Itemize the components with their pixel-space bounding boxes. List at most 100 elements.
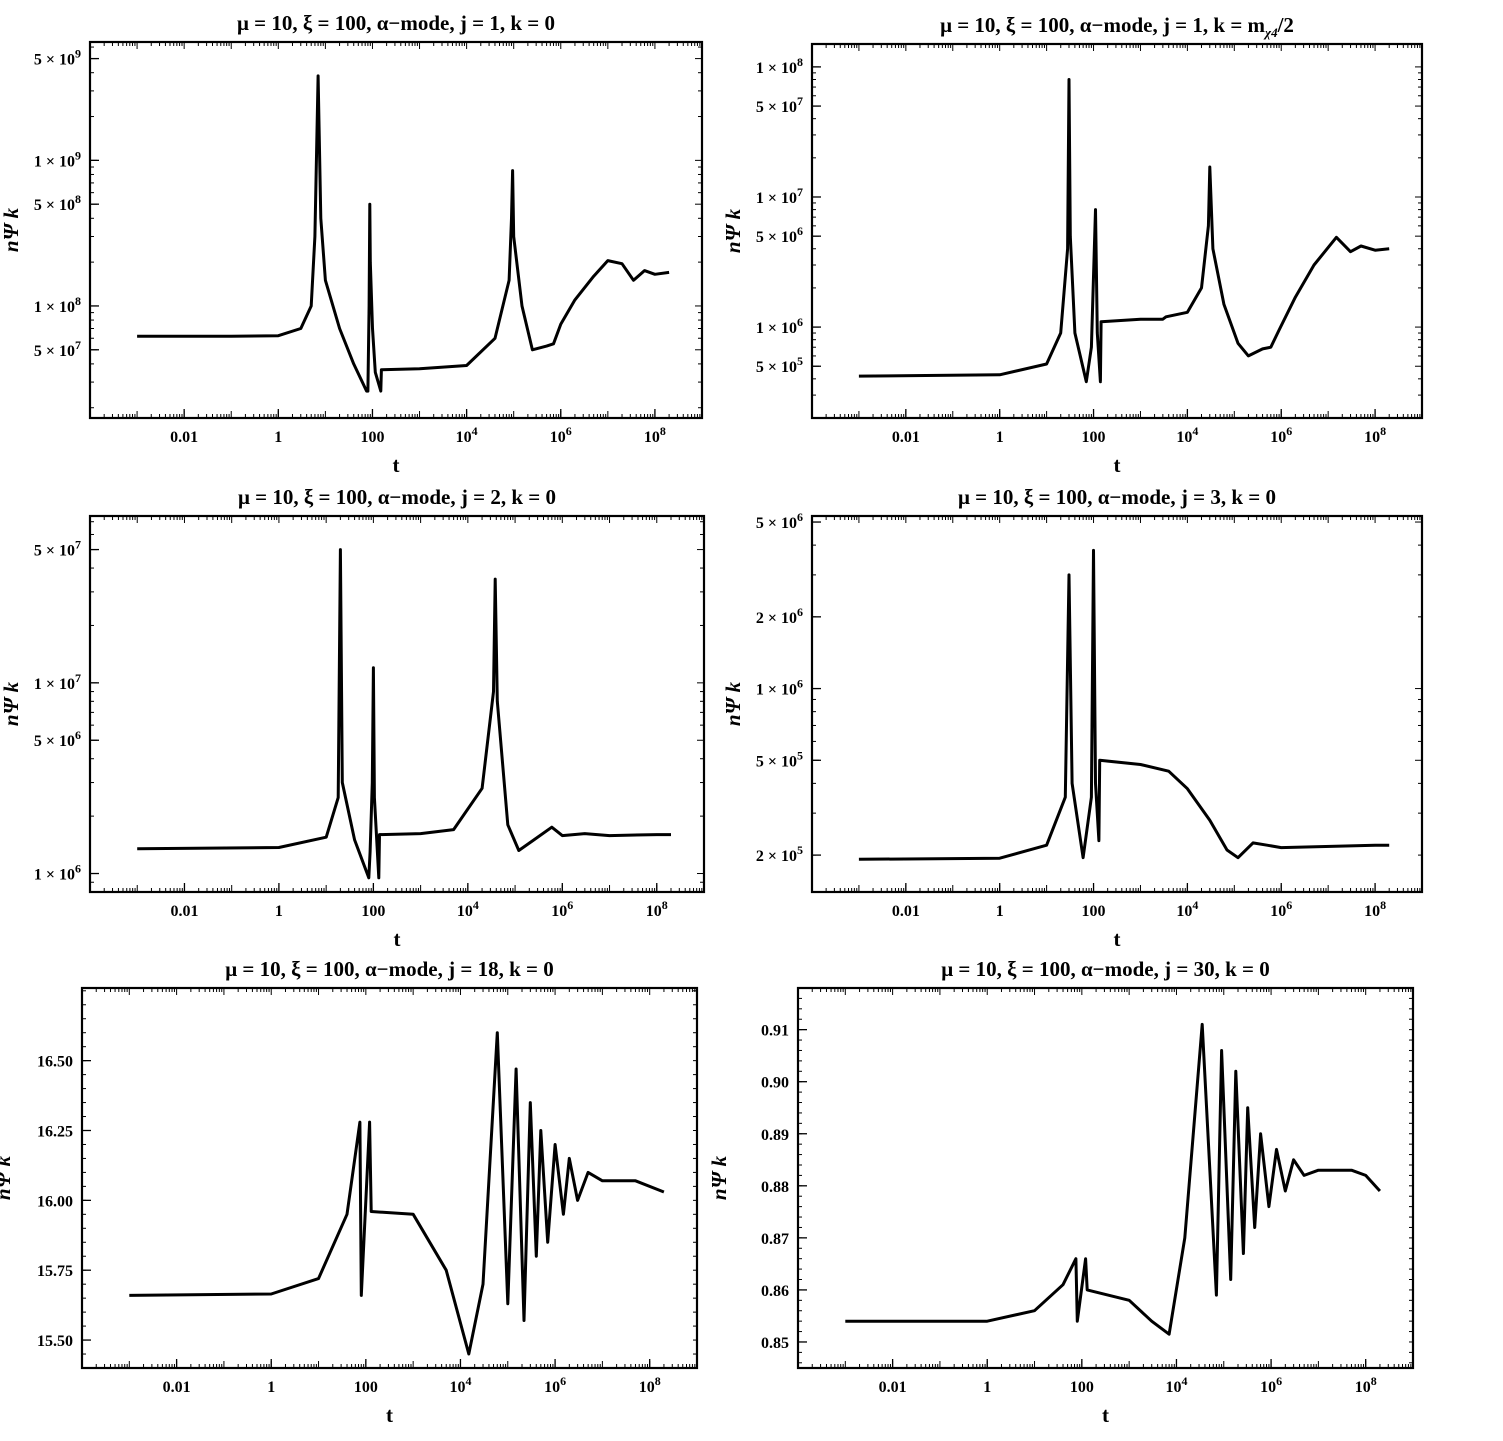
x-tick-label: 1 bbox=[275, 903, 283, 920]
y-tick-label: 0.86 bbox=[761, 1283, 789, 1300]
x-tick-label: 1 bbox=[996, 429, 1004, 446]
x-tick-label: 0.01 bbox=[892, 429, 920, 446]
x-tick-label: 100 bbox=[1070, 1379, 1094, 1396]
x-tick-exponent: 8 bbox=[662, 898, 668, 912]
x-tick-label: 100 bbox=[1082, 903, 1106, 920]
series-line bbox=[858, 78, 1390, 384]
x-tick-exponent: 8 bbox=[1371, 1374, 1377, 1388]
y-tick-exponent: 8 bbox=[75, 294, 81, 308]
series-line bbox=[137, 548, 671, 880]
chart-title-subscript: χ4 bbox=[1263, 25, 1278, 40]
x-tick-exponent: 4 bbox=[473, 898, 479, 912]
y-tick-label: 5 × 105 bbox=[756, 748, 803, 770]
x-tick-exponent: 4 bbox=[472, 424, 478, 438]
x-tick-label: 106 bbox=[544, 1374, 566, 1396]
y-tick-exponent: 9 bbox=[75, 148, 81, 162]
x-axis-label: t bbox=[393, 453, 400, 477]
x-tick-exponent: 8 bbox=[655, 1374, 661, 1388]
y-tick-label: 5 × 107 bbox=[34, 538, 81, 560]
y-axis-label: nΨ k bbox=[0, 681, 23, 726]
y-tick-label: 0.88 bbox=[761, 1179, 789, 1196]
x-tick-label: 108 bbox=[1355, 1374, 1377, 1396]
y-tick-label: 0.89 bbox=[761, 1127, 789, 1144]
y-tick-label: 16.00 bbox=[37, 1193, 73, 1210]
chart-title: μ = 10, ξ = 100, α−mode, j = 1, k = mχ4/… bbox=[940, 13, 1294, 40]
y-axis-label: nΨ k bbox=[721, 681, 745, 726]
x-tick-label: 104 bbox=[449, 1374, 471, 1396]
x-tick-exponent: 6 bbox=[567, 898, 573, 912]
x-axis-label: t bbox=[1114, 927, 1121, 951]
x-tick-label: 100 bbox=[361, 903, 385, 920]
chart-title: μ = 10, ξ = 100, α−mode, j = 3, k = 0 bbox=[958, 485, 1276, 509]
x-tick-exponent: 8 bbox=[1380, 424, 1386, 438]
plot-frame bbox=[810, 514, 1424, 894]
y-tick-exponent: 9 bbox=[75, 47, 81, 61]
x-tick-label: 104 bbox=[1176, 898, 1198, 920]
y-tick-label: 15.50 bbox=[37, 1333, 73, 1350]
y-tick-exponent: 7 bbox=[75, 538, 81, 552]
y-tick-label: 2 × 106 bbox=[756, 605, 803, 627]
y-tick-label: 5 × 106 bbox=[34, 728, 81, 750]
x-tick-exponent: 6 bbox=[1286, 898, 1292, 912]
y-tick-exponent: 6 bbox=[797, 315, 803, 329]
y-tick-label: 5 × 107 bbox=[34, 338, 81, 360]
x-tick-label: 106 bbox=[1270, 898, 1292, 920]
panel-1: 0.01 1 100 104 106 108 5 × 107 1 × 108 5 × 108 1 … bbox=[0, 11, 704, 477]
series-line bbox=[137, 74, 670, 393]
x-tick-label: 1 bbox=[996, 903, 1004, 920]
y-tick-label: 0.90 bbox=[761, 1075, 789, 1092]
y-tick-label: 5 × 109 bbox=[34, 47, 81, 69]
x-tick-label: 108 bbox=[646, 898, 668, 920]
y-tick-label: 1 × 106 bbox=[756, 677, 803, 699]
y-tick-exponent: 6 bbox=[75, 862, 81, 876]
x-tick-exponent: 6 bbox=[560, 1374, 566, 1388]
y-tick-label: 1 × 109 bbox=[34, 148, 81, 170]
x-tick-exponent: 4 bbox=[1192, 424, 1198, 438]
x-tick-label: 1 bbox=[983, 1379, 991, 1396]
y-tick-label: 5 × 108 bbox=[34, 192, 81, 214]
y-tick-label: 5 × 107 bbox=[756, 94, 803, 116]
x-tick-exponent: 6 bbox=[1286, 424, 1292, 438]
y-tick-exponent: 7 bbox=[75, 338, 81, 352]
x-tick-label: 0.01 bbox=[879, 1379, 907, 1396]
y-tick-label: 2 × 105 bbox=[756, 843, 803, 865]
y-axis-label: nΨ k bbox=[707, 1155, 731, 1200]
panel-5: 0.01 1 100 104 106 108 15.50 15.75 16.00 16.25 16.… bbox=[0, 957, 699, 1427]
x-tick-label: 106 bbox=[1260, 1374, 1282, 1396]
x-tick-label: 1 bbox=[274, 429, 282, 446]
y-tick-label: 1 × 106 bbox=[34, 862, 81, 884]
x-tick-label: 100 bbox=[1082, 429, 1106, 446]
x-tick-exponent: 8 bbox=[660, 424, 666, 438]
y-tick-exponent: 8 bbox=[797, 55, 803, 69]
y-tick-label: 0.87 bbox=[761, 1231, 789, 1248]
series-line bbox=[845, 1022, 1382, 1336]
x-tick-label: 108 bbox=[639, 1374, 661, 1396]
y-tick-exponent: 7 bbox=[797, 94, 803, 108]
y-tick-exponent: 7 bbox=[797, 185, 803, 199]
x-tick-label: 106 bbox=[550, 424, 572, 446]
series-line bbox=[129, 1031, 665, 1356]
x-tick-label: 106 bbox=[551, 898, 573, 920]
plot-frame bbox=[88, 40, 704, 420]
x-tick-label: 104 bbox=[456, 424, 478, 446]
x-tick-label: 0.01 bbox=[170, 903, 198, 920]
y-tick-exponent: 6 bbox=[75, 728, 81, 742]
panel-6: 0.01 1 100 104 106 108 0.85 0.86 0.87 0.88 0.89 0.9… bbox=[707, 957, 1415, 1427]
y-tick-label: 16.25 bbox=[37, 1124, 73, 1141]
y-tick-label: 1 × 108 bbox=[34, 294, 81, 316]
y-tick-exponent: 6 bbox=[797, 510, 803, 524]
x-tick-label: 100 bbox=[354, 1379, 378, 1396]
y-tick-exponent: 5 bbox=[797, 354, 803, 368]
plot-frame bbox=[80, 986, 699, 1370]
panel-3: 0.01 1 100 104 106 108 1 × 106 5 × 106 1 × 107 5 … bbox=[0, 485, 706, 951]
y-tick-label: 5 × 106 bbox=[756, 224, 803, 246]
x-tick-label: 108 bbox=[1364, 424, 1386, 446]
y-tick-exponent: 7 bbox=[75, 671, 81, 685]
x-tick-label: 104 bbox=[1176, 424, 1198, 446]
panel-4: 0.01 1 100 104 106 108 2 × 105 5 × 105 1 × 106 2 … bbox=[721, 485, 1424, 951]
x-tick-label: 106 bbox=[1270, 424, 1292, 446]
chart-title: μ = 10, ξ = 100, α−mode, j = 2, k = 0 bbox=[238, 485, 556, 509]
y-tick-label: 1 × 107 bbox=[34, 671, 81, 693]
y-tick-exponent: 5 bbox=[797, 843, 803, 857]
x-tick-exponent: 4 bbox=[465, 1374, 471, 1388]
